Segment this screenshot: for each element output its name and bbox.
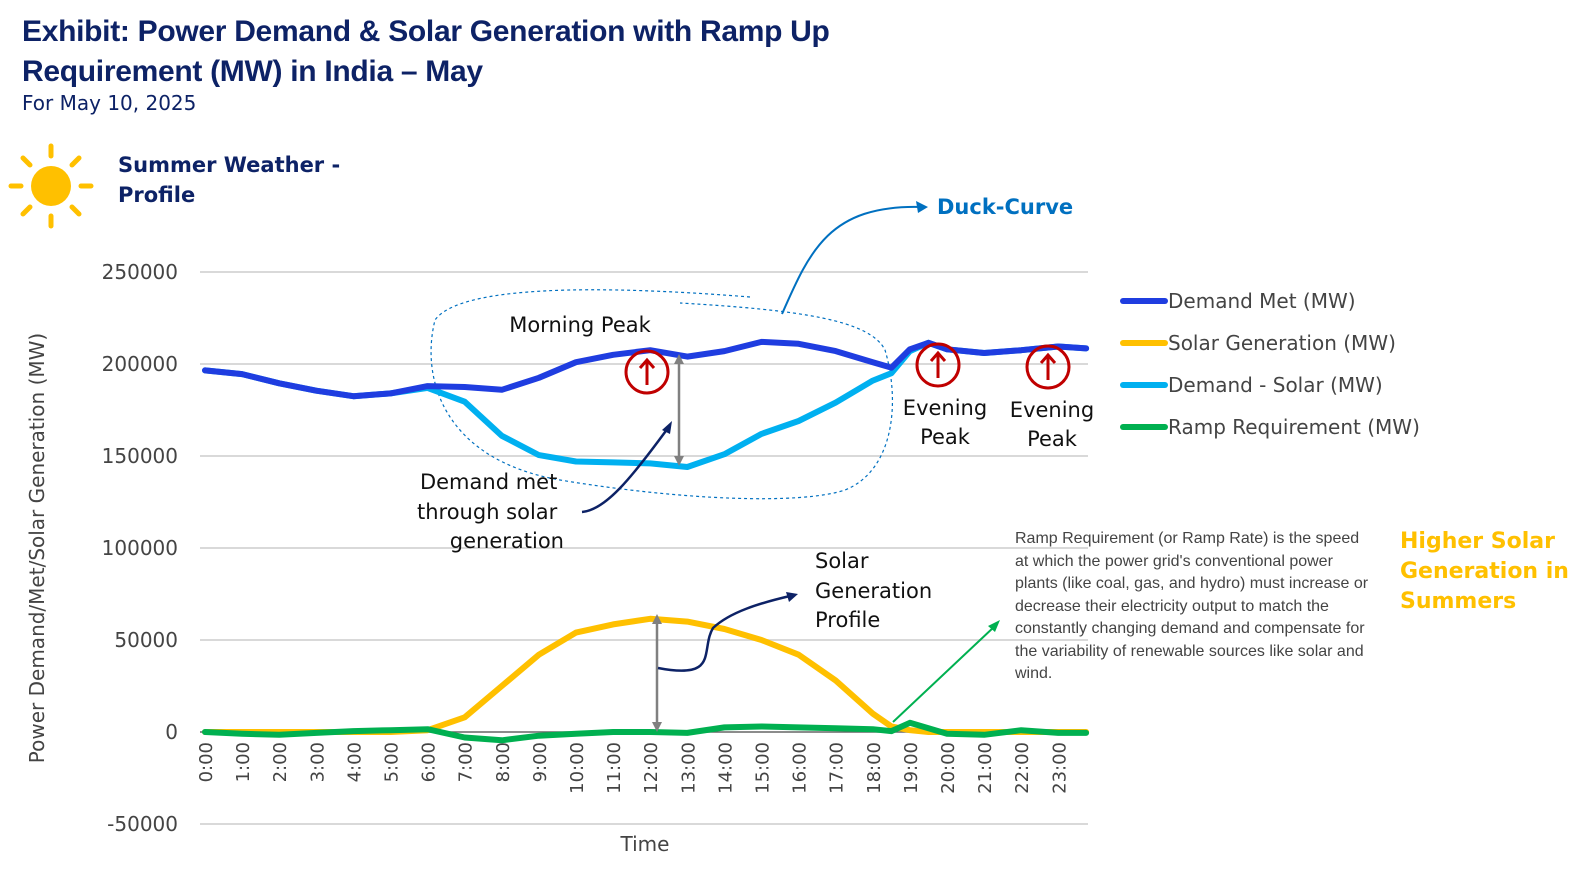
y-tick-label: 250000 [102,260,178,284]
x-tick-label: 1:00 [233,742,254,782]
ramp-pointer [892,625,996,723]
legend-item: Ramp Requirement (MW) [1120,406,1420,448]
x-tick-label: 4:00 [344,742,365,782]
legend-label: Solar Generation (MW) [1168,331,1396,355]
y-axis-label: Power Demand/Met/Solar Generation (MW) [25,333,49,763]
x-tick-label: 16:00 [790,742,811,794]
legend-item: Solar Generation (MW) [1120,322,1420,364]
x-tick-label: 10:00 [567,742,588,794]
series-line-ramp-requirement-mw [202,719,1090,744]
legend-swatch [1120,298,1168,304]
x-tick-label: 8:00 [493,742,514,782]
arrow-up-circle-icon [624,349,670,395]
x-tick-label: 13:00 [678,742,699,794]
legend-label: Demand - Solar (MW) [1168,373,1383,397]
duck-curve-arrow [781,205,921,315]
weather-profile-label: Summer Weather - Profile [118,153,341,207]
evening-peak-label-2: Evening Peak [1010,398,1094,451]
arrow-up-circle-icon [1025,344,1071,390]
solar-profile-pointer [657,594,791,672]
solar-profile-label: Solar Generation Profile [815,549,939,632]
morning-peak-label: Morning Peak [509,313,651,337]
series-line-demand-met-mw [202,338,1090,400]
legend-swatch [1120,340,1168,346]
x-tick-label: 6:00 [419,742,440,782]
y-tick-label: 200000 [102,352,178,376]
x-tick-label: 15:00 [753,742,774,794]
series-line-solar-generation-mw [202,615,1090,735]
page-subtitle: For May 10, 2025 [22,91,197,115]
y-tick-label: -50000 [107,812,178,836]
higher-solar-label: Higher Solar Generation in Summers [1400,529,1569,614]
x-tick-label: 21:00 [975,742,996,794]
x-tick-label: 3:00 [307,742,328,782]
legend: Demand Met (MW) Solar Generation (MW) Dema… [1120,280,1420,448]
x-axis-label: Time [620,832,670,856]
legend-item: Demand Met (MW) [1120,280,1420,322]
x-tick-label: 20:00 [938,742,959,794]
demand-met-solar-label: Demand met through solar generation [417,470,564,553]
arrow-up-circle-icon [915,342,961,388]
legend-swatch [1120,424,1168,430]
x-tick-label: 5:00 [382,742,403,782]
x-tick-label: 19:00 [901,742,922,794]
y-tick-label: 150000 [102,444,178,468]
x-tick-label: 0:00 [196,742,217,782]
x-tick-label: 9:00 [530,742,551,782]
duck-curve-label: Duck-Curve [937,195,1073,219]
x-tick-label: 18:00 [864,742,885,794]
y-tick-label: 50000 [114,628,178,652]
x-tick-label: 17:00 [827,742,848,794]
solar-gap-arrow [655,362,681,725]
x-tick-label: 23:00 [1049,742,1070,794]
page-title: Exhibit: Power Demand & Solar Generation… [22,15,830,88]
evening-peak-label-1: Evening Peak [903,396,987,449]
x-tick-label: 22:00 [1012,742,1033,794]
legend-swatch [1120,382,1168,388]
y-tick-label: 0 [165,720,178,744]
legend-label: Ramp Requirement (MW) [1168,415,1420,439]
legend-item: Demand - Solar (MW) [1120,364,1420,406]
demand-solar-pointer [581,427,670,514]
duck-curve-outline [430,289,893,500]
x-tick-label: 14:00 [715,742,736,794]
ramp-requirement-note: Ramp Requirement (or Ramp Rate) is the s… [1015,530,1369,682]
x-tick-label: 12:00 [641,742,662,794]
x-tick-label: 7:00 [456,742,477,782]
x-tick-label: 11:00 [604,742,625,794]
arrow-head [916,201,928,213]
sun-icon [8,143,94,229]
y-tick-label: 100000 [102,536,178,560]
legend-label: Demand Met (MW) [1168,289,1356,313]
x-tick-label: 2:00 [270,742,291,782]
